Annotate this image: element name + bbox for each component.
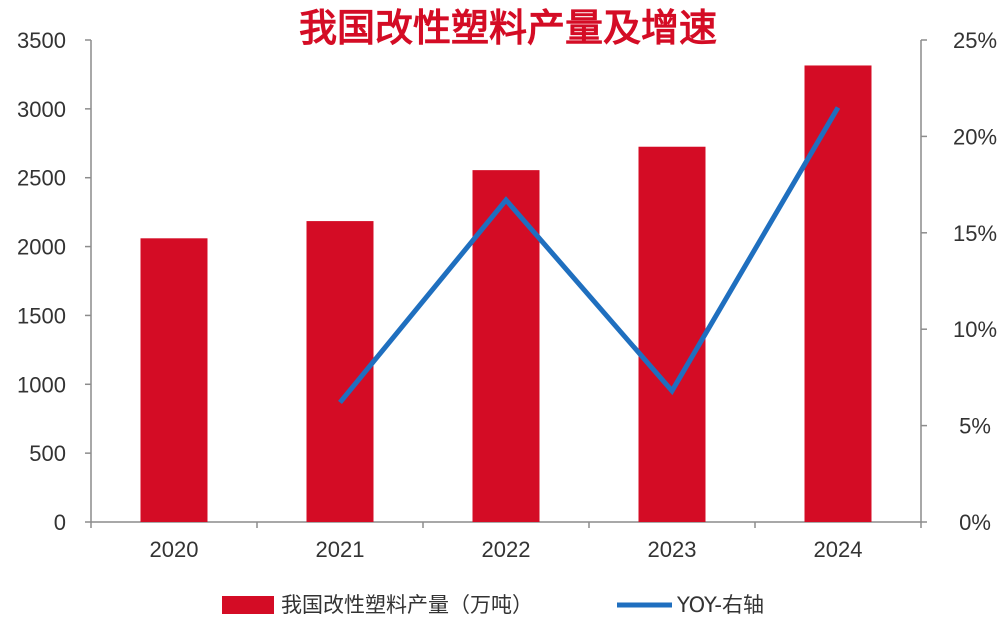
x-tick-label: 2022	[482, 537, 531, 562]
legend: 我国改性塑料产量（万吨） YOY-右轴	[222, 593, 764, 617]
bar	[804, 65, 872, 522]
x-tick-label: 2020	[150, 537, 199, 562]
left-tick-label: 1000	[17, 372, 66, 397]
chart-title: 我国改性塑料产量及增速	[299, 6, 717, 50]
left-tick-label: 3000	[17, 97, 66, 122]
x-tick-label: 2023	[648, 537, 697, 562]
bar	[140, 238, 208, 522]
legend-label-line: YOY-右轴	[676, 593, 764, 617]
x-tick-label: 2024	[814, 537, 863, 562]
left-axis-ticks: 0 500 1000 1500 2000 2500 3000 3500	[17, 28, 91, 535]
right-tick-label: 5%	[959, 414, 991, 439]
right-tick-label: 0%	[959, 510, 991, 535]
right-tick-label: 20%	[953, 124, 997, 149]
x-axis-ticks: 2020 2021 2022 2023 2024	[90, 522, 922, 562]
left-tick-label: 2000	[17, 235, 66, 260]
right-axis-ticks: 0% 5% 10% 15% 20% 25%	[921, 28, 997, 535]
legend-swatch-bar	[222, 596, 274, 614]
yoy-line	[338, 106, 841, 405]
left-tick-label: 2500	[17, 166, 66, 191]
right-tick-label: 10%	[953, 317, 997, 342]
bar	[638, 146, 706, 522]
left-tick-label: 500	[29, 441, 66, 466]
x-tick-label: 2021	[316, 537, 365, 562]
legend-label-bar: 我国改性塑料产量（万吨）	[281, 593, 533, 617]
right-tick-label: 25%	[953, 28, 997, 53]
bars	[140, 65, 872, 522]
left-tick-label: 3500	[17, 28, 66, 53]
left-tick-label: 1500	[17, 303, 66, 328]
bar	[472, 170, 540, 522]
yoy-line-series	[338, 106, 841, 405]
left-tick-label: 0	[54, 510, 66, 535]
right-tick-label: 15%	[953, 221, 997, 246]
